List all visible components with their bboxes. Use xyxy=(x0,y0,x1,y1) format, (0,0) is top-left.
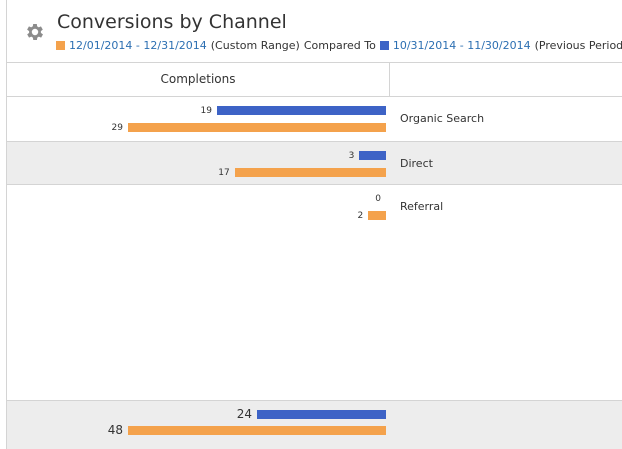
value-label-current: 2 xyxy=(357,211,364,221)
page-title: Conversions by Channel xyxy=(57,11,287,33)
column-header-completions[interactable]: Completions xyxy=(160,72,236,86)
table-header: Completions xyxy=(7,62,622,97)
bar-previous-organic-search[interactable] xyxy=(216,106,386,115)
category-label[interactable]: Referral xyxy=(400,200,444,213)
current-range-link[interactable]: 12/01/2014 - 12/31/2014 xyxy=(69,39,207,52)
previous-range-link[interactable]: 10/31/2014 - 11/30/2014 xyxy=(392,39,531,52)
table-row: 0 2 Referral xyxy=(7,185,622,229)
value-label-previous: 3 xyxy=(348,151,355,161)
previous-range-note: (Previous Period) xyxy=(534,39,622,52)
total-bar-previous xyxy=(257,410,386,419)
total-value-current: 48 xyxy=(107,423,123,437)
bar-current-direct[interactable] xyxy=(234,168,386,177)
bar-current-organic-search[interactable] xyxy=(128,123,386,132)
table-row: 3 17 Direct xyxy=(7,141,622,185)
compared-to-label: Compared To xyxy=(303,39,376,52)
total-bar-current xyxy=(128,426,386,435)
totals-row: 24 48 xyxy=(7,400,622,449)
column-divider xyxy=(389,63,390,96)
conversions-widget: Conversions by Channel 12/01/2014 - 12/3… xyxy=(6,0,622,449)
table-row: 19 29 Organic Search xyxy=(7,97,622,141)
value-label-current: 17 xyxy=(218,168,230,178)
total-value-previous: 24 xyxy=(236,407,252,421)
value-label-current: 29 xyxy=(111,123,123,133)
widget-header: Conversions by Channel 12/01/2014 - 12/3… xyxy=(7,0,622,62)
date-range-selector[interactable]: 12/01/2014 - 12/31/2014 (Custom Range) C… xyxy=(56,39,622,52)
current-range-note: (Custom Range) xyxy=(210,39,300,52)
category-label[interactable]: Organic Search xyxy=(400,112,485,125)
value-label-previous: 0 xyxy=(375,194,381,204)
gear-icon[interactable] xyxy=(24,21,46,43)
bar-current-referral[interactable] xyxy=(368,211,386,220)
previous-period-swatch xyxy=(379,41,389,50)
value-label-previous: 19 xyxy=(200,106,212,116)
current-period-swatch xyxy=(56,41,65,50)
category-label[interactable]: Direct xyxy=(400,157,433,170)
bar-previous-direct[interactable] xyxy=(359,151,386,160)
